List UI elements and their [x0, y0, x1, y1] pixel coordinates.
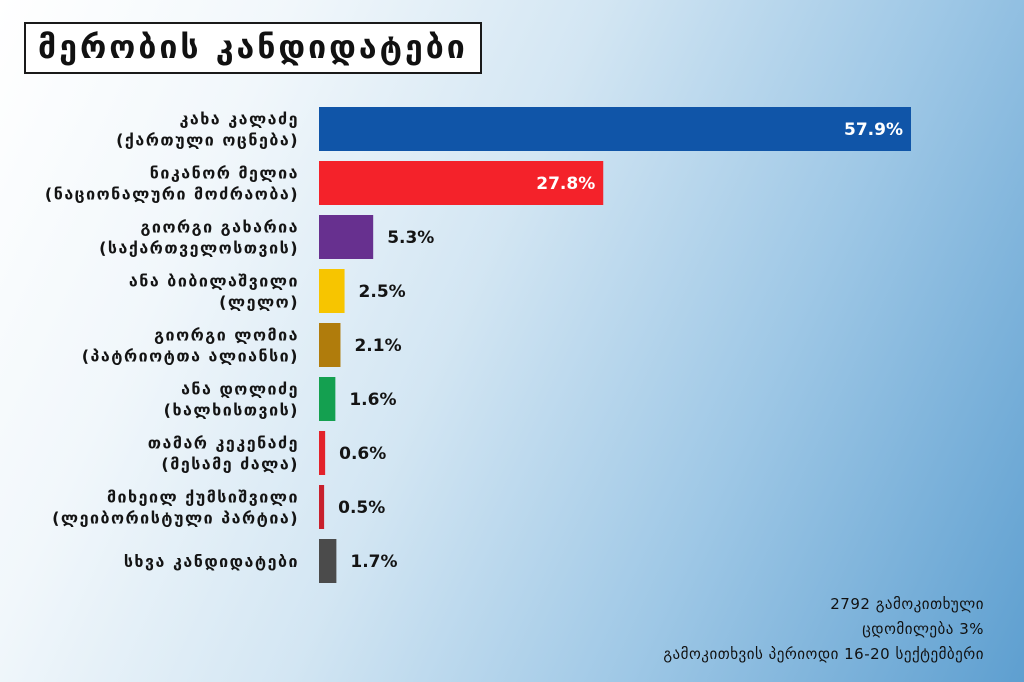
value-label-3: 2.5% — [359, 282, 406, 302]
survey-period-text: გამოკითხვის პერიოდი 16-20 სექტემბერი — [663, 645, 984, 663]
value-label-4: 2.1% — [354, 336, 401, 356]
category-label-0-1: (ქართული ოცნება) — [116, 131, 299, 150]
category-label-1-0: ნიკანორ მელია — [150, 164, 299, 183]
category-label-3-1: (ლელო) — [219, 293, 299, 312]
bar-7 — [319, 485, 325, 529]
bar-8 — [319, 539, 337, 583]
bar-4 — [319, 323, 341, 367]
category-label-6-0: თამარ კეკენაძე — [148, 434, 299, 453]
bar-3 — [319, 269, 345, 313]
value-label-2: 5.3% — [387, 228, 434, 248]
bar-5 — [319, 377, 336, 421]
value-label-5: 1.6% — [349, 390, 396, 410]
bar-6 — [319, 431, 326, 475]
category-label-3-0: ანა ბიბილაშვილი — [129, 272, 299, 291]
chart-title: მერობის კანდიდატები — [24, 22, 482, 74]
value-label-0: 57.9% — [844, 120, 903, 140]
value-label-1: 27.8% — [536, 174, 595, 194]
bar-1 — [319, 161, 604, 205]
category-label-4-1: (პატრიოტთა ალიანსი) — [82, 347, 299, 366]
category-label-7-0: მიხეილ ქუმსიშვილი — [107, 488, 299, 507]
survey-info: 2792 გამოკითხული ცდომილება 3% გამოკითხვი… — [663, 592, 984, 667]
category-label-0-0: კახა კალაძე — [179, 110, 299, 129]
category-label-4-0: გიორგი ლომია — [154, 326, 299, 345]
category-label-8-0: სხვა კანდიდატები — [124, 552, 299, 571]
category-label-2-0: გიორგი გახარია — [140, 218, 299, 237]
value-label-7: 0.5% — [338, 498, 385, 518]
bar-2 — [319, 215, 374, 259]
category-label-1-1: (ნაციონალური მოძრაობა) — [45, 185, 299, 204]
category-label-5-1: (ხალხისთვის) — [164, 401, 299, 420]
value-label-8: 1.7% — [350, 552, 397, 572]
value-label-6: 0.6% — [339, 444, 386, 464]
category-label-7-1: (ლეიბორისტული პარტია) — [52, 509, 299, 528]
margin-of-error-text: ცდომილება 3% — [862, 620, 984, 638]
bar-0 — [319, 107, 911, 151]
category-label-6-1: (მესამე ძალა) — [161, 455, 299, 474]
category-label-5-0: ანა დოლიძე — [181, 380, 299, 399]
respondents-text: 2792 გამოკითხული — [830, 595, 984, 613]
category-label-2-1: (საქართველოსთვის) — [99, 239, 299, 258]
